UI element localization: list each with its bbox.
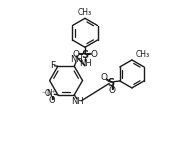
Text: CH₃: CH₃ bbox=[135, 50, 150, 59]
Text: S: S bbox=[108, 78, 115, 88]
Text: S: S bbox=[81, 50, 89, 60]
Text: F: F bbox=[50, 61, 55, 70]
Text: CH₃: CH₃ bbox=[78, 8, 92, 17]
Text: O: O bbox=[91, 50, 98, 59]
Text: NH: NH bbox=[70, 55, 83, 64]
Text: O: O bbox=[101, 73, 108, 82]
Text: NH: NH bbox=[71, 97, 84, 106]
Text: O: O bbox=[72, 50, 79, 59]
Text: N⁺: N⁺ bbox=[47, 89, 56, 98]
Text: ⁻O: ⁻O bbox=[42, 89, 52, 98]
Text: O: O bbox=[109, 86, 116, 95]
Text: O: O bbox=[48, 96, 55, 105]
Text: NH: NH bbox=[79, 59, 91, 68]
